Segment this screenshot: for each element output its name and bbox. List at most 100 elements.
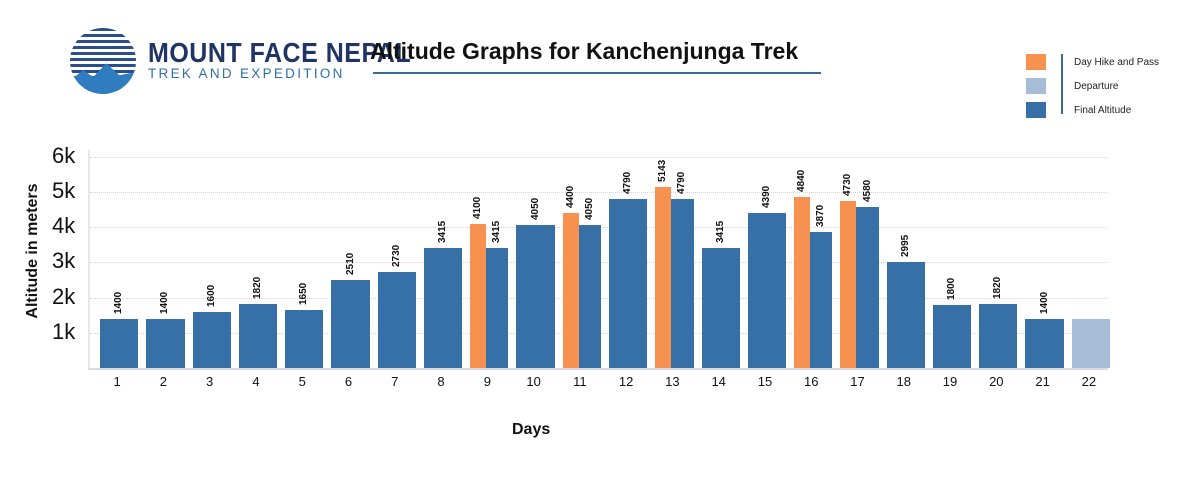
bar-value-label: 5143 <box>657 159 669 182</box>
y-tick: 1k <box>52 318 76 344</box>
bar-final-altitude <box>377 271 416 368</box>
x-tick: 22 <box>1081 374 1097 389</box>
bar-final-altitude <box>578 225 601 368</box>
bar-value-label: 1650 <box>298 282 310 305</box>
legend-swatch <box>1026 102 1046 118</box>
x-tick: 14 <box>711 374 726 389</box>
x-tick: 20 <box>989 374 1004 389</box>
legend-label: Final Altitude <box>1074 104 1132 116</box>
bar-final-altitude <box>747 213 787 368</box>
bar-value-label: 1600 <box>205 284 217 307</box>
x-axis-label: Days <box>512 421 551 438</box>
bar-day-hike <box>794 197 811 368</box>
bar-final-altitude <box>192 311 231 368</box>
y-tick: 6k <box>52 142 76 168</box>
bar-value-label: 1820 <box>251 276 263 299</box>
bar-departure <box>1071 318 1110 368</box>
bar-day-hike <box>840 201 857 368</box>
plot-area: 1400 1400 1600 1820 1650 2510 2730 3415 4100 3415… <box>88 150 1110 370</box>
bar-value-label: 4050 <box>529 198 541 221</box>
x-tick: 12 <box>618 374 634 389</box>
bar-value-label: 4790 <box>676 171 688 195</box>
x-tick: 18 <box>896 374 911 389</box>
legend-label: Departure <box>1074 80 1119 92</box>
bar-value-label: 1400 <box>113 291 125 314</box>
bar-value-label: 3415 <box>437 220 449 243</box>
x-tick: 3 <box>206 374 214 389</box>
brand-tagline: TREK AND EXPEDITION <box>148 66 345 81</box>
bar-value-label: 1400 <box>159 291 171 314</box>
bar-value-label: 3415 <box>491 220 503 243</box>
x-tick: 1 <box>113 374 121 389</box>
x-tick: 10 <box>526 374 541 389</box>
bar-value-label: 4730 <box>842 174 854 197</box>
y-tick: 3k <box>52 248 76 274</box>
x-tick: 5 <box>298 374 306 389</box>
x-tick: 16 <box>803 374 819 389</box>
x-tick: 21 <box>1035 374 1050 389</box>
x-tick: 17 <box>850 374 865 389</box>
x-tick: 15 <box>757 374 773 389</box>
bar-value-label: 1800 <box>946 277 958 300</box>
legend-divider <box>1061 54 1063 114</box>
bar-value-label: 4580 <box>861 179 873 202</box>
x-tick: 11 <box>573 374 587 389</box>
y-tick: 2k <box>52 283 76 309</box>
x-tick: 6 <box>344 374 353 389</box>
legend-item: Day Hike and Pass <box>1026 50 1159 74</box>
bar-value-label: 4790 <box>622 171 634 195</box>
y-tick: 4k <box>52 213 76 239</box>
bar-day-hike <box>562 212 579 368</box>
bar-final-altitude <box>146 318 185 368</box>
bar-day-hike <box>470 223 487 368</box>
legend-swatch <box>1026 78 1046 94</box>
legend-label: Day Hike and Pass <box>1074 56 1160 68</box>
x-tick: 4 <box>252 374 260 389</box>
bar-final-altitude <box>932 304 972 368</box>
chart-title: Altitude Graphs for Kanchenjunga Trek <box>370 38 799 64</box>
bar-final-altitude <box>1025 318 1064 368</box>
x-tick: 8 <box>437 374 445 389</box>
bar-final-altitude <box>516 225 555 368</box>
bar-final-altitude <box>486 247 509 368</box>
x-tick: 7 <box>391 374 399 389</box>
legend-item: Departure <box>1026 74 1159 98</box>
bar-final-altitude <box>979 303 1018 368</box>
bar-final-altitude <box>886 262 925 368</box>
climber-mountain-icon <box>70 28 136 94</box>
bar-value-label: 1400 <box>1038 291 1050 314</box>
brand-logo: MOUNT FACE NEPAL TREK AND EXPEDITION <box>70 28 411 94</box>
bar-day-hike <box>655 186 672 368</box>
y-tick: 5k <box>52 177 76 203</box>
bar-value-label: 4840 <box>796 170 808 193</box>
bar-final-altitude <box>671 199 694 368</box>
x-tick: 19 <box>942 374 958 389</box>
legend-item: Final Altitude <box>1026 98 1159 122</box>
bar-value-label: 4050 <box>583 198 595 221</box>
bar-final-altitude <box>331 279 370 368</box>
bar-final-altitude <box>100 318 139 368</box>
bar-value-label: 1820 <box>992 276 1004 299</box>
bar-final-altitude <box>810 231 833 368</box>
y-axis-label: Altitude in meters <box>24 183 41 319</box>
bar-final-altitude <box>856 206 879 368</box>
legend-swatch <box>1026 54 1046 70</box>
bar-value-label: 4100 <box>472 196 484 219</box>
bar-value-label: 3415 <box>714 220 726 243</box>
bar-value-label: 2995 <box>899 235 911 258</box>
bar-final-altitude <box>609 199 648 368</box>
brand-name: MOUNT FACE NEPAL <box>148 37 412 69</box>
gridline <box>90 156 1108 158</box>
bar-value-label: 2510 <box>344 252 356 275</box>
bar-final-altitude <box>285 309 324 368</box>
gridline <box>90 191 1108 193</box>
bar-final-altitude <box>238 303 278 368</box>
x-tick: 2 <box>159 374 168 389</box>
bar-value-label: 4390 <box>760 186 772 209</box>
bar-final-altitude <box>701 247 740 368</box>
x-tick: 9 <box>483 374 491 389</box>
bar-value-label: 2730 <box>390 244 402 267</box>
bar-final-altitude <box>423 247 463 368</box>
bar-value-label: 4400 <box>564 185 576 208</box>
x-tick: 13 <box>665 374 680 389</box>
